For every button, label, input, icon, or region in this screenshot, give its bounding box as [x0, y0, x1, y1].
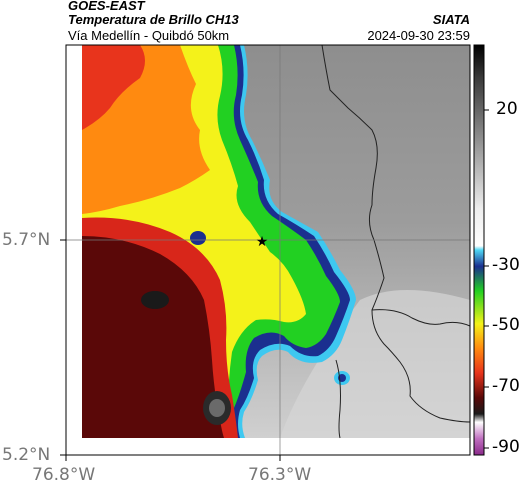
colorbar-label: 20 — [496, 99, 518, 119]
map-frame — [65, 44, 471, 456]
cold-cloud-red — [82, 45, 145, 130]
admin-boundary-line-3 — [335, 359, 341, 439]
colorbar — [473, 44, 485, 456]
product-title: Temperatura de Brillo CH13 — [68, 12, 239, 27]
colorbar-label: -90 — [492, 437, 520, 457]
route-subtitle: Vía Medellín - Quibdó 50km — [68, 28, 230, 43]
lat-tick-label: 5.2°N — [2, 445, 51, 465]
lon-tick-label: 76.3°W — [248, 465, 312, 485]
colorbar-label: -50 — [492, 315, 520, 335]
lat-tick-label: 5.7°N — [2, 230, 51, 250]
admin-boundary-line — [321, 44, 471, 423]
colorbar-label: -70 — [492, 376, 520, 396]
light-surface-patch — [280, 290, 470, 438]
timestamp-label: 2024-09-30 23:59 — [367, 28, 470, 43]
satellite-label: GOES-EAST — [68, 0, 145, 13]
organization-label: SIATA — [432, 12, 470, 27]
lon-tick-label: 76.8°W — [32, 465, 96, 485]
colorbar-label: -30 — [492, 255, 520, 275]
coldest-core-2-inner — [209, 399, 225, 417]
cold-cloud-darkred — [82, 236, 224, 438]
coldest-core-1 — [141, 291, 169, 309]
star-marker-icon: ★ — [256, 234, 269, 250]
admin-boundary-line-2 — [371, 309, 471, 327]
small-cell-blob — [190, 231, 206, 245]
